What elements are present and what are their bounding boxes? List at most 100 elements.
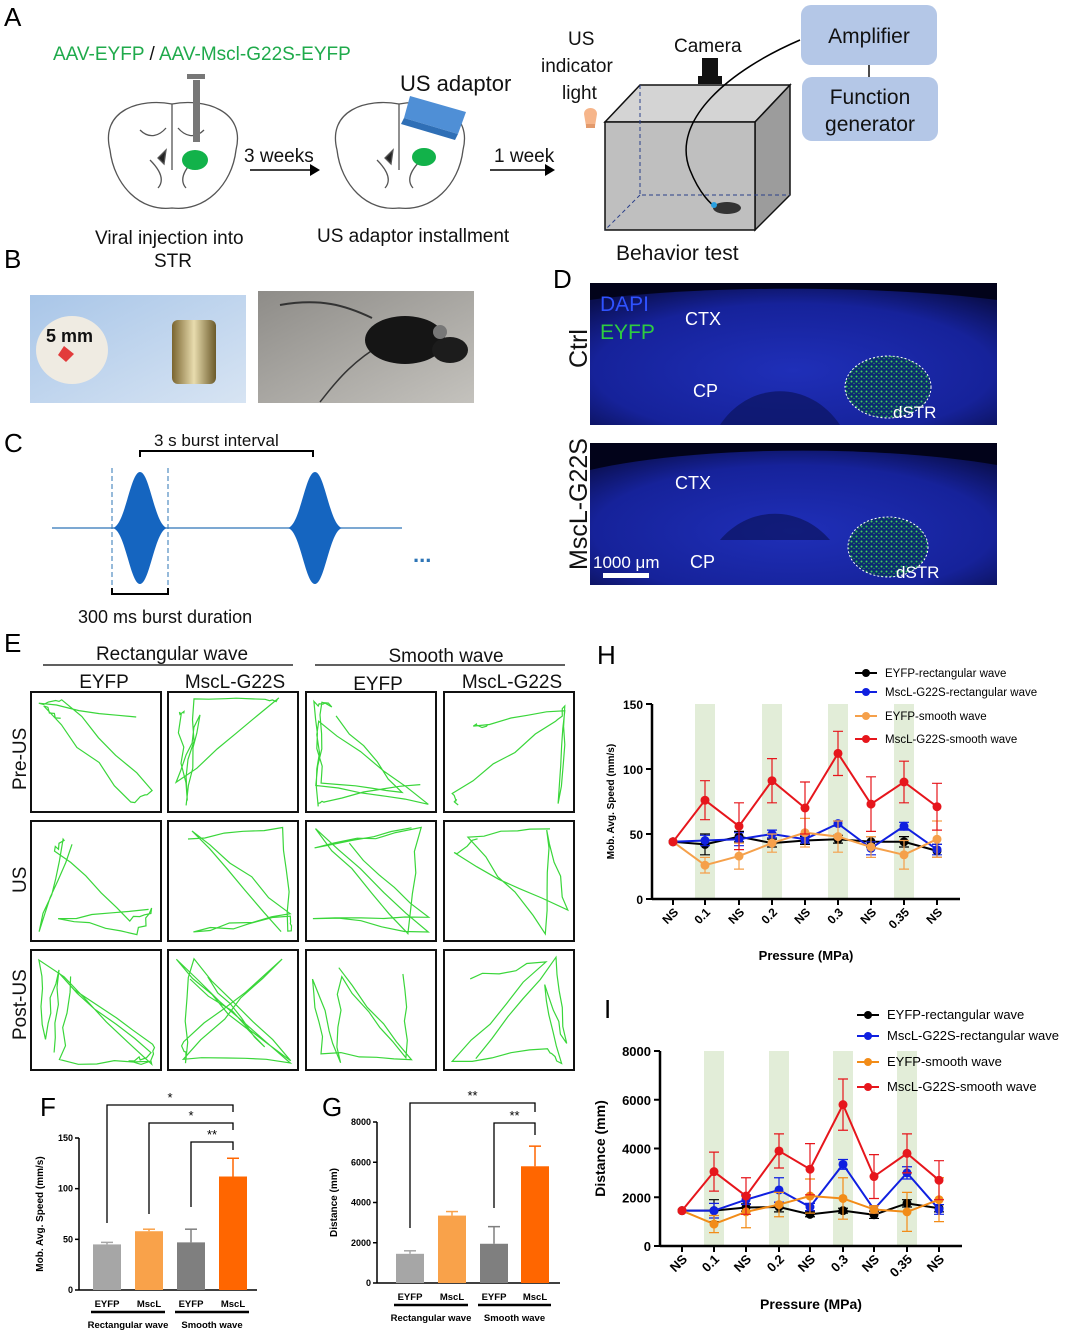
x-tick-label: NS <box>795 1251 819 1275</box>
construct-eyfp: AAV-EYFP <box>53 44 144 65</box>
mouse-photo-subject <box>279 301 468 403</box>
x-tick-label: NS <box>924 1251 948 1275</box>
data-point <box>869 1172 879 1182</box>
trajectory-grid <box>30 691 575 1071</box>
data-point <box>709 1219 719 1229</box>
construct-label: AAV-EYFP / AAV-Mscl-G22S-EYFP <box>53 44 351 65</box>
x-tick-label: 0.35 <box>886 905 913 932</box>
row-label-mscl: MscL-G22S <box>565 438 593 570</box>
x-tick-label: 0.1 <box>691 905 713 927</box>
bar <box>93 1244 121 1290</box>
category-label: MscL <box>523 1292 547 1303</box>
data-point <box>774 1200 784 1210</box>
x-tick-label: NS <box>667 1251 691 1275</box>
group-label: Rectangular wave <box>391 1313 472 1324</box>
ctx-label-mscl: CTX <box>675 473 711 493</box>
bar <box>396 1253 424 1283</box>
duration-bracket <box>111 588 169 595</box>
trajectory-box <box>305 949 437 1071</box>
x-axis-label: Pressure (MPa) <box>760 1296 862 1312</box>
continuation-ellipsis: ... <box>413 542 431 567</box>
dstr-label-mscl: dSTR <box>896 563 939 582</box>
function-generator-label-2: generator <box>825 113 915 136</box>
needle-hub <box>187 74 205 79</box>
data-point <box>902 1207 912 1217</box>
significance-label: * <box>167 1090 172 1105</box>
bar <box>438 1215 466 1283</box>
brain-section-mscl <box>590 443 997 585</box>
data-point <box>800 803 810 813</box>
caption-viral-injection-1: Viral injection into <box>95 228 244 249</box>
data-point <box>741 1191 751 1201</box>
scale-5mm-label: 5 mm <box>46 326 93 346</box>
mouse-trajectory <box>38 699 153 804</box>
mouse-trajectory <box>453 828 569 936</box>
data-point <box>734 851 744 861</box>
data-point <box>838 1100 848 1110</box>
panel-label-i: I <box>604 994 611 1024</box>
bar <box>135 1231 163 1290</box>
legend-marker <box>864 1011 872 1019</box>
y-axis-label: Distance (mm) <box>329 1168 340 1237</box>
data-point <box>805 1164 815 1174</box>
significance-label: ** <box>207 1127 217 1142</box>
legend-label: MscL-G22S-rectangular wave <box>887 1028 1059 1043</box>
panel-b: B 5 mm <box>4 244 474 403</box>
step-1-week: 1 week <box>494 146 555 167</box>
transducer-marker <box>58 346 74 362</box>
mouse-trajectory <box>312 826 431 935</box>
trajectory-box <box>443 949 575 1071</box>
y-tick-label: 0 <box>366 1278 371 1288</box>
y-tick-label: 50 <box>63 1234 73 1244</box>
y-tick-label: 6000 <box>622 1093 651 1108</box>
x-tick-label: NS <box>791 905 813 927</box>
y-tick-label: 8000 <box>351 1117 371 1127</box>
legend-marker <box>862 735 870 743</box>
x-tick-label: 0.2 <box>758 905 780 927</box>
caption-viral-injection-2: STR <box>154 251 192 272</box>
data-point <box>709 1206 719 1216</box>
burst-2 <box>287 472 343 584</box>
mouse-trajectory <box>175 957 293 1064</box>
legend-label: EYFP-smooth wave <box>887 1054 1002 1069</box>
legend-marker <box>862 669 870 677</box>
trajectory-box <box>30 691 162 813</box>
x-tick-label: 0.1 <box>699 1252 722 1275</box>
panel-e: E Rectangular wave Smooth wave EYFP MscL… <box>4 628 575 1071</box>
mouse-trajectory <box>38 958 156 1066</box>
data-point <box>767 776 777 786</box>
data-point <box>838 1193 848 1203</box>
x-tick-label: NS <box>725 905 747 927</box>
caption-us-adaptor: US adaptor installment <box>317 226 510 247</box>
x-tick-label: NS <box>731 1251 755 1275</box>
trajectory-box <box>167 691 299 813</box>
amplifier-label: Amplifier <box>828 25 910 48</box>
significance-bracket <box>148 1122 234 1214</box>
legend-label: MscL-G22S-rectangular wave <box>885 687 1037 699</box>
x-tick-label: NS <box>659 905 681 927</box>
legend-label: EYFP-rectangular wave <box>885 668 1006 680</box>
bar <box>521 1166 549 1283</box>
y-tick-label: 150 <box>623 698 643 712</box>
data-point <box>700 836 710 845</box>
us-adaptor-label: US adaptor <box>400 71 511 96</box>
data-point <box>866 799 876 809</box>
y-tick-label: 4000 <box>351 1198 371 1208</box>
category-label: EYFP <box>482 1292 507 1303</box>
category-label: MscL <box>221 1299 245 1310</box>
data-point <box>767 838 777 848</box>
significance-bracket <box>493 1122 536 1208</box>
camera-label: Camera <box>674 36 742 57</box>
data-point <box>700 860 710 870</box>
arrow-2-head <box>545 164 555 176</box>
panel-label-d: D <box>553 264 572 294</box>
group-label: Smooth wave <box>181 1320 242 1331</box>
mouse-trajectory <box>38 837 153 936</box>
interval-bracket <box>139 450 314 457</box>
data-point <box>833 748 843 758</box>
panel-c: C 3 s burst interval 300 ms burst durati… <box>4 428 431 627</box>
x-tick-label: 0.2 <box>764 1252 787 1275</box>
chart-g: G 0 2000 4000 6000 8000 Distance (mm) EYFP MscL… <box>322 1088 560 1324</box>
